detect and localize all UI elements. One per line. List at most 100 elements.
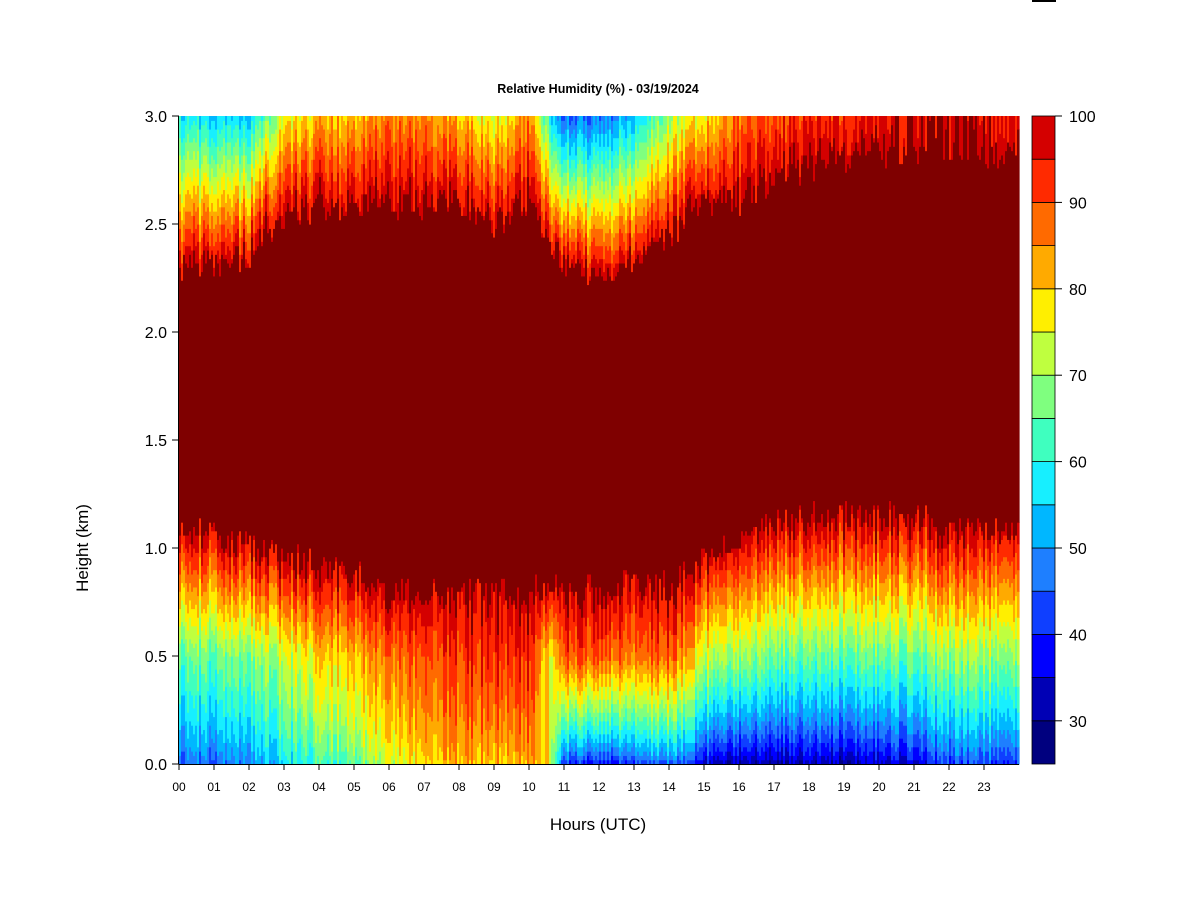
heatmap-cell [615,232,618,251]
heatmap-cell [687,198,690,575]
heatmap-cell [607,116,610,130]
heatmap-cell [647,725,650,739]
heatmap-cell [547,236,550,584]
heatmap-cell [391,180,394,212]
heatmap-cell [651,759,654,765]
heatmap-cell [231,206,234,225]
heatmap-cell [529,612,532,661]
heatmap-cell [791,163,794,515]
heatmap-cell [585,686,588,700]
heatmap-cell [783,673,786,696]
heatmap-cell [311,716,314,748]
heatmap-cell [643,124,646,143]
heatmap-cell [543,159,546,182]
heatmap-cell [389,163,392,199]
heatmap-cell [245,673,248,705]
heatmap-cell [759,742,762,756]
heatmap-cell [349,599,352,618]
heatmap-cell [563,591,566,610]
heatmap-cell [225,254,228,260]
heatmap-cell [697,193,700,216]
heatmap-cell [711,686,714,705]
heatmap-cell [221,751,224,765]
heatmap-cell [225,569,228,588]
heatmap-cell [387,656,390,705]
heatmap-cell [513,656,516,709]
heatmap-cell [405,124,408,152]
heatmap-cell [611,262,614,281]
heatmap-cell [297,643,300,674]
heatmap-cell [621,172,624,186]
heatmap-cell [307,699,310,731]
heatmap-cell [721,725,724,739]
heatmap-cell [527,116,530,121]
heatmap-cell [783,656,786,674]
heatmap-cell [247,128,250,147]
heatmap-cell [575,137,578,156]
heatmap-cell [649,582,652,623]
heatmap-cell [185,141,188,160]
heatmap-cell [581,617,584,648]
heatmap-cell [611,215,614,234]
heatmap-cell [365,146,368,169]
heatmap-cell [291,150,294,173]
heatmap-cell [739,116,742,130]
heatmap-cell [653,751,656,761]
heatmap-cell [521,116,524,147]
heatmap-cell [357,172,360,199]
heatmap-cell [741,116,744,126]
heatmap-cell [695,625,698,648]
heatmap-cell [271,215,274,238]
heatmap-cell [263,690,266,722]
heatmap-cell [617,167,620,186]
heatmap-cell [659,163,662,182]
heatmap-cell [463,150,466,178]
heatmap-cell [699,759,702,765]
heatmap-cell [595,116,598,126]
heatmap-cell [735,146,738,182]
heatmap-cell [499,707,502,748]
heatmap-cell [617,582,620,597]
heatmap-cell [457,591,460,631]
heatmap-cell [795,733,798,748]
heatmap-cell [271,582,274,605]
heatmap-cell [607,146,610,160]
heatmap-cell [437,150,440,178]
heatmap-cell [187,535,190,553]
heatmap-cell [595,198,598,216]
heatmap-cell [587,206,590,221]
heatmap-cell [253,656,256,692]
heatmap-cell [725,664,728,683]
heatmap-cell [727,751,730,761]
heatmap-cell [685,690,688,705]
heatmap-cell [311,159,314,186]
heatmap-cell [709,124,712,147]
heatmap-cell [473,206,476,592]
heatmap-cell [299,578,302,597]
heatmap-cell [671,634,674,661]
heatmap-cell [295,720,298,752]
heatmap-cell [697,625,700,644]
heatmap-cell [353,202,356,575]
heatmap-cell [687,668,690,687]
heatmap-cell [557,668,560,692]
heatmap-cell [563,120,566,134]
heatmap-cell [787,124,790,165]
heatmap-cell [451,150,454,178]
heatmap-cell [229,215,232,234]
heatmap-cell [515,116,518,126]
heatmap-cell [621,154,624,173]
heatmap-cell [635,159,638,178]
heatmap-cell [731,163,734,199]
heatmap-cell [209,116,212,130]
heatmap-cell [389,699,392,743]
heatmap-cell [579,608,582,648]
heatmap-cell [263,185,266,199]
heatmap-cell [623,690,626,705]
heatmap-cell [281,638,284,661]
heatmap-cell [217,249,220,264]
heatmap-cell [709,189,712,203]
heatmap-cell [259,211,262,229]
heatmap-cell [243,565,246,584]
heatmap-cell [321,612,324,640]
